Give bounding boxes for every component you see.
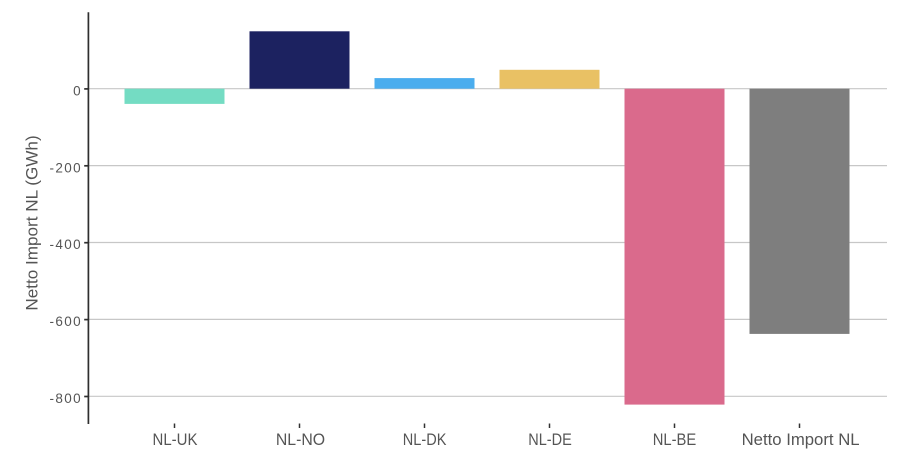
svg-text:NL-DK: NL-DK bbox=[403, 430, 447, 449]
svg-text:0: 0 bbox=[73, 83, 81, 98]
svg-text:NL-DE: NL-DE bbox=[528, 430, 572, 449]
svg-text:-200: -200 bbox=[50, 160, 81, 175]
svg-text:NL-BE: NL-BE bbox=[653, 430, 697, 449]
svg-text:Netto Import NL: Netto Import NL bbox=[742, 430, 860, 449]
svg-text:Netto Import NL (GWh): Netto Import NL (GWh) bbox=[22, 135, 41, 310]
svg-text:NL-UK: NL-UK bbox=[153, 430, 198, 449]
svg-text:-800: -800 bbox=[50, 391, 81, 406]
svg-text:NL-NO: NL-NO bbox=[276, 430, 325, 449]
svg-text:-600: -600 bbox=[50, 314, 81, 329]
svg-text:-400: -400 bbox=[50, 237, 81, 252]
